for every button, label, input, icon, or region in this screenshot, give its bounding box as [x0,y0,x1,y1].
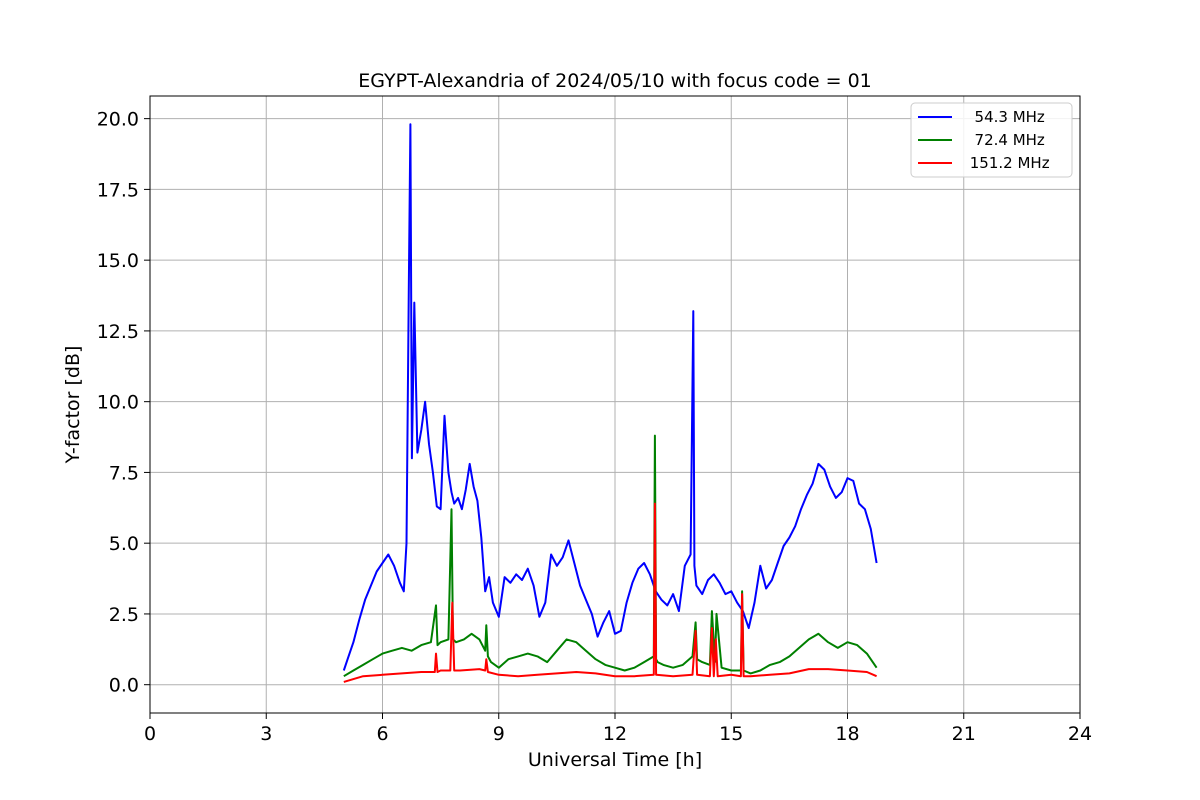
y-tick-label: 20.0 [97,109,139,131]
plot-lines [342,123,878,683]
series-line-2 [343,434,878,678]
y-tick-label: 7.5 [109,462,139,484]
axis-ticks: 0 3 6 9 12 15 18 21 24 0.0 2.5 5.0 7.5 10.0 12.5 15.0 17… [97,109,1092,745]
y-tick-label: 2.5 [109,604,139,626]
x-tick-label: 21 [952,723,976,745]
y-tick-label: 10.0 [97,392,139,414]
legend: 54.3 MHz 72.4 MHz 151.2 MHz [910,102,1073,178]
legend-box [910,102,1073,178]
x-tick-label: 18 [835,723,859,745]
chart-title: EGYPT-Alexandria of 2024/05/10 with focu… [358,70,872,92]
legend-label-1: 54.3 MHz [965,108,1045,126]
x-tick-label: 24 [1068,723,1092,745]
y-tick-label: 5.0 [109,533,139,555]
legend-label-2: 72.4 MHz [965,131,1045,149]
y-tick-label: 17.5 [97,179,139,201]
x-tick-label: 0 [144,723,156,745]
y-tick-label: 12.5 [97,321,139,343]
y-tick-label: 15.0 [97,250,139,272]
x-axis-label: Universal Time [h] [528,749,702,771]
x-tick-label: 9 [493,723,505,745]
x-tick-label: 15 [719,723,743,745]
legend-label-3: 151.2 MHz [965,154,1050,172]
y-axis-label: Y-factor [dB] [62,346,84,465]
y-tick-label: 0.0 [109,675,139,697]
series-line-1 [342,123,878,671]
x-tick-label: 12 [603,723,627,745]
series-line-3 [343,502,877,683]
x-tick-label: 3 [260,723,272,745]
x-tick-label: 6 [376,723,388,745]
